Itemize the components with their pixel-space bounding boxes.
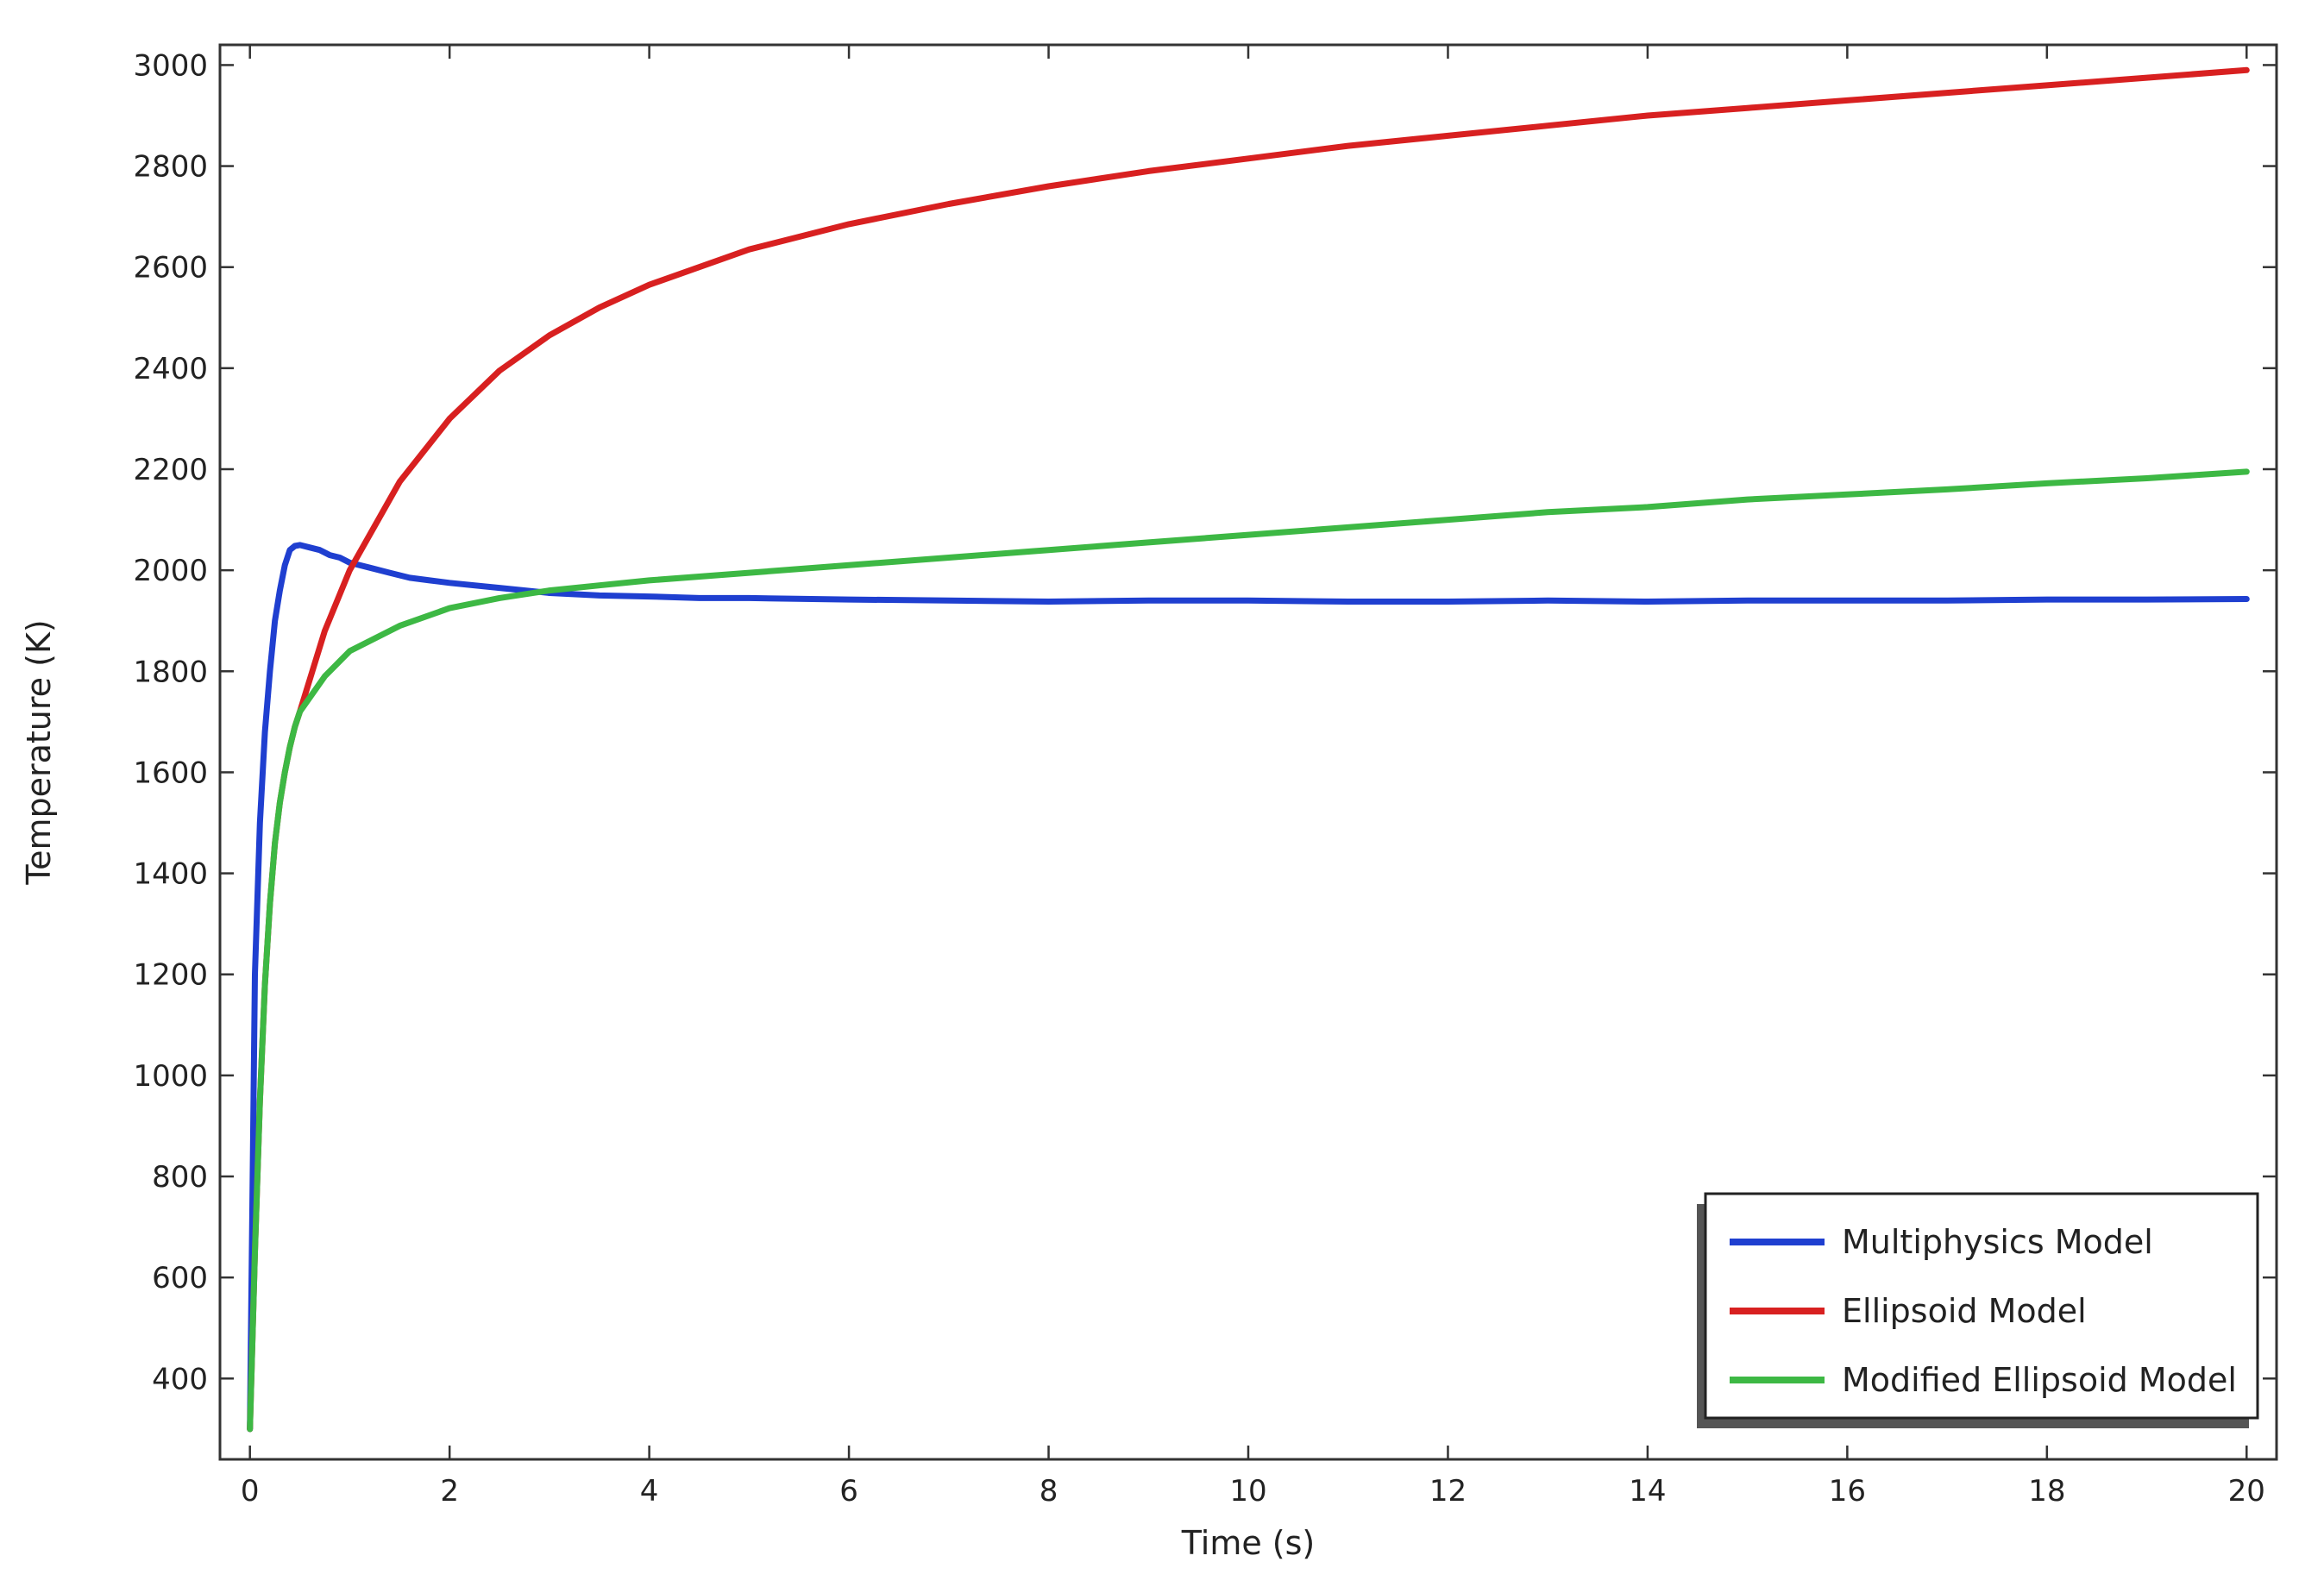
legend: Multiphysics Model Ellipsoid Model Modifie… xyxy=(1697,1192,2259,1428)
y-tick-label: 2600 xyxy=(133,251,208,285)
legend-label-2: Modified Ellipsoid Model xyxy=(1842,1361,2237,1399)
y-tick-label: 2200 xyxy=(133,453,208,487)
x-tick-label: 18 xyxy=(2028,1474,2065,1509)
y-tick-label: 1800 xyxy=(133,655,208,689)
x-tick-label: 2 xyxy=(440,1474,459,1509)
x-tick-label: 10 xyxy=(1229,1474,1266,1509)
legend-label-0: Multiphysics Model xyxy=(1842,1223,2153,1261)
x-tick-label: 12 xyxy=(1429,1474,1467,1509)
x-tick-label: 6 xyxy=(839,1474,858,1509)
y-tick-label: 2800 xyxy=(133,150,208,185)
y-tick-label: 600 xyxy=(152,1261,208,1295)
legend-entries: Multiphysics Model Ellipsoid Model Modifie… xyxy=(1730,1223,2237,1399)
series-layer xyxy=(247,66,2250,1433)
x-axis-label: Time (s) xyxy=(1181,1524,1316,1562)
y-tick-label: 2400 xyxy=(133,352,208,386)
x-tick-label: 20 xyxy=(2228,1474,2265,1509)
y-tick-label: 800 xyxy=(152,1160,208,1195)
y-tick-label: 1000 xyxy=(133,1059,208,1094)
legend-label-1: Ellipsoid Model xyxy=(1842,1292,2087,1330)
tick-layer: 0 2 4 6 8 10 12 14 16 18 20 400 600 800 1000 1200 1400 16… xyxy=(133,45,2277,1509)
series-line-0 xyxy=(247,542,2250,1433)
x-tick-label: 8 xyxy=(1040,1474,1058,1509)
y-tick-label: 1400 xyxy=(133,857,208,892)
y-tick-label: 2000 xyxy=(133,554,208,588)
x-tick-label: 16 xyxy=(1829,1474,1866,1509)
y-axis-label: Temperature (K) xyxy=(20,619,58,885)
x-tick-label: 0 xyxy=(241,1474,260,1509)
y-tick-label: 1600 xyxy=(133,756,208,790)
y-tick-label: 3000 xyxy=(133,48,208,83)
y-tick-label: 400 xyxy=(152,1362,208,1396)
x-tick-label: 14 xyxy=(1629,1474,1666,1509)
x-tick-label: 4 xyxy=(640,1474,659,1509)
series-line-2 xyxy=(247,468,2250,1433)
y-tick-label: 1200 xyxy=(133,958,208,993)
